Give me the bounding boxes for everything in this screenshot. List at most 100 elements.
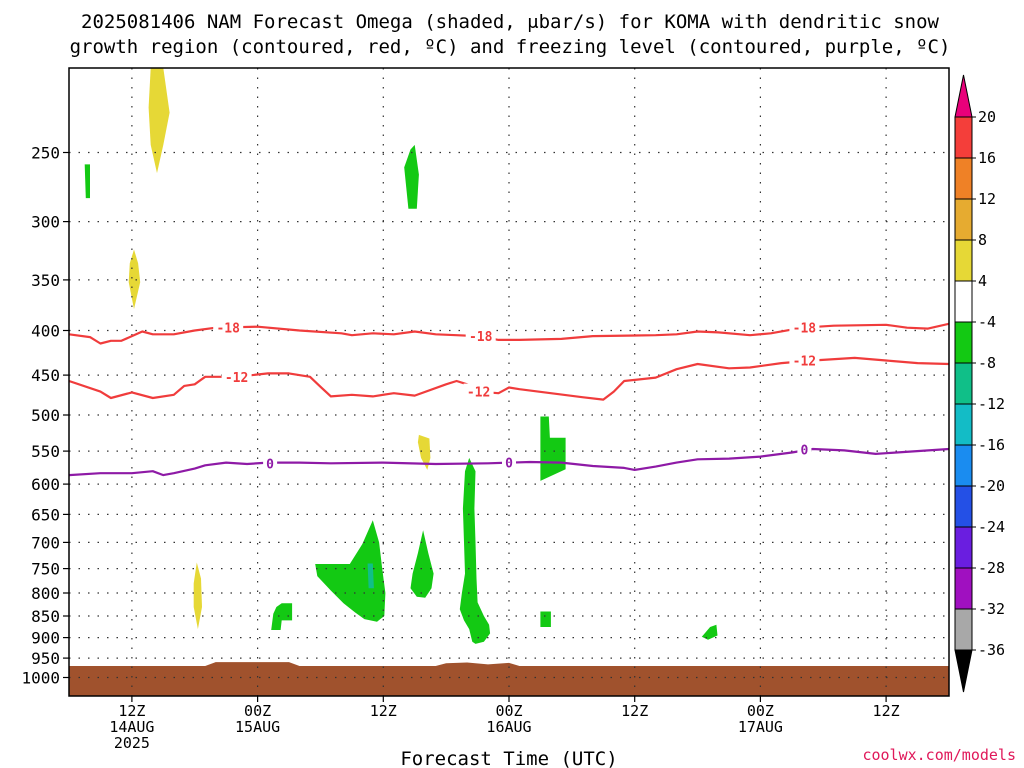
contour-label--12: -12	[225, 371, 248, 386]
omega-region-12	[540, 611, 551, 627]
contour-label-0: 0	[505, 457, 513, 472]
contour-label-bg	[465, 328, 496, 345]
y-tick-label-500: 500	[31, 406, 60, 425]
x-tick-label-78-0: 12Z	[873, 702, 900, 720]
colorbar-label-0: 20	[978, 108, 996, 126]
x-tick-label-6-0: 12Z	[118, 702, 145, 720]
colorbar-label-11: -28	[978, 559, 1005, 577]
y-tick-label-850: 850	[31, 607, 60, 626]
contour-label--18: -18	[216, 322, 240, 337]
omega-region-4	[417, 434, 431, 470]
colorbar-label-6: -8	[978, 354, 996, 372]
colorbar-label-10: -24	[978, 518, 1005, 536]
contour-label-bg	[221, 368, 252, 385]
contour-label--18: -18	[469, 330, 493, 345]
x-tick-label-18-1: 15AUG	[235, 718, 280, 736]
omega-region-1	[148, 68, 170, 174]
colorbar-bin-3	[954, 198, 973, 241]
contour-label-bg	[213, 319, 244, 336]
contours: -18 -18 -18 -12 -12 -12 0 0 0	[69, 319, 949, 477]
y-tick-label-1000: 1000	[21, 669, 60, 688]
colorbar-bin-6	[954, 321, 973, 364]
contour-label-bg	[797, 441, 812, 458]
colorbar-bin-2	[954, 157, 973, 200]
plot-area: -18 -18 -18 -12 -12 -12 0 0 0	[68, 67, 950, 697]
omega-region-2	[128, 249, 141, 310]
x-tick-label-42-1: 16AUG	[486, 718, 531, 736]
omega-region-7	[540, 416, 566, 481]
omega-shading	[84, 68, 718, 644]
grid	[69, 68, 949, 696]
y-tick-label-800: 800	[31, 584, 60, 603]
y-tick-label-700: 700	[31, 533, 60, 552]
contour-label--12: -12	[793, 355, 816, 370]
credit-text: coolwx.com/models	[862, 746, 1016, 764]
y-tick-label-600: 600	[31, 475, 60, 494]
chart-title-line1: 2025081406 NAM Forecast Omega (shaded, μ…	[81, 11, 939, 33]
y-tick-label-900: 900	[31, 629, 60, 648]
colorbar-bin-12	[954, 567, 973, 610]
omega-region-3	[193, 562, 202, 630]
x-tick-label-54-0: 12Z	[621, 702, 648, 720]
omega-region-8	[459, 457, 491, 644]
y-tick-label-650: 650	[31, 505, 60, 524]
colorbar-bin-8	[954, 403, 973, 446]
x-tick-label-66-0: 00Z	[747, 702, 774, 720]
colorbar-label-2: 12	[978, 190, 996, 208]
colorbar-bin-13	[954, 608, 973, 651]
colorbar-label-8: -16	[978, 436, 1005, 454]
contour-label-bg	[463, 383, 494, 400]
colorbar-bin-1	[954, 116, 973, 159]
y-tick-label-950: 950	[31, 649, 60, 668]
colorbar-bottom-arrow	[954, 649, 973, 693]
colorbar-bin-9	[954, 444, 973, 487]
y-tick-label-450: 450	[31, 366, 60, 385]
chart-title-line2: growth region (contoured, red, ºC) and f…	[70, 36, 951, 58]
colorbar-bin-10	[954, 485, 973, 528]
colorbar-label-7: -12	[978, 395, 1005, 413]
y-tick-label-250: 250	[31, 144, 60, 163]
contour-line--12	[69, 356, 949, 401]
contour-line--18	[69, 322, 949, 345]
terrain	[69, 662, 949, 696]
x-axis-label: Forecast Time (UTC)	[400, 748, 617, 768]
contour-label-0: 0	[266, 457, 274, 472]
contour-label-bg	[263, 455, 278, 472]
x-tick-label-6-2: 2025	[114, 734, 150, 752]
x-tick-label-6-1: 14AUG	[109, 718, 154, 736]
contour-label--18: -18	[793, 322, 817, 337]
x-tick-label-30-0: 12Z	[370, 702, 397, 720]
colorbar-label-13: -36	[978, 641, 1005, 659]
colorbar: 20 16 12 8 4 -4 -8 -12 -16 -20 -24 -28 -32 -36	[954, 74, 1005, 693]
colorbar-label-5: -4	[978, 313, 996, 331]
y-tick-label-750: 750	[31, 560, 60, 579]
x-tick-label-66-1: 17AUG	[738, 718, 783, 736]
terrain-fill	[69, 662, 949, 696]
colorbar-label-9: -20	[978, 477, 1005, 495]
colorbar-label-12: -32	[978, 600, 1005, 618]
omega-region-10	[315, 520, 386, 622]
colorbar-label-3: 8	[978, 231, 987, 249]
y-tick-label-300: 300	[31, 213, 60, 232]
x-tick-label-42-0: 00Z	[495, 702, 522, 720]
y-tick-label-550: 550	[31, 442, 60, 461]
colorbar-label-4: 4	[978, 272, 987, 290]
y-tick-label-400: 400	[31, 322, 60, 341]
contour-label-0: 0	[800, 444, 808, 459]
colorbar-bin-11	[954, 526, 973, 569]
omega-region-11	[271, 603, 293, 630]
y-tick-label-350: 350	[31, 271, 60, 290]
colorbar-bin-5	[954, 280, 973, 323]
x-tick-label-18-0: 00Z	[244, 702, 271, 720]
y-axis-ticks: 250 300 350 400 450 500 550 600 650 700 750 800 850 9…	[21, 144, 69, 688]
colorbar-top-arrow	[954, 74, 973, 118]
omega-region-9	[410, 530, 434, 598]
omega-region-13	[701, 624, 718, 640]
omega-region-14	[367, 563, 374, 589]
colorbar-label-1: 16	[978, 149, 996, 167]
colorbar-bin-4	[954, 239, 973, 282]
contour-label--12: -12	[467, 386, 490, 401]
colorbar-bin-7	[954, 362, 973, 405]
omega-region-5	[84, 164, 90, 199]
